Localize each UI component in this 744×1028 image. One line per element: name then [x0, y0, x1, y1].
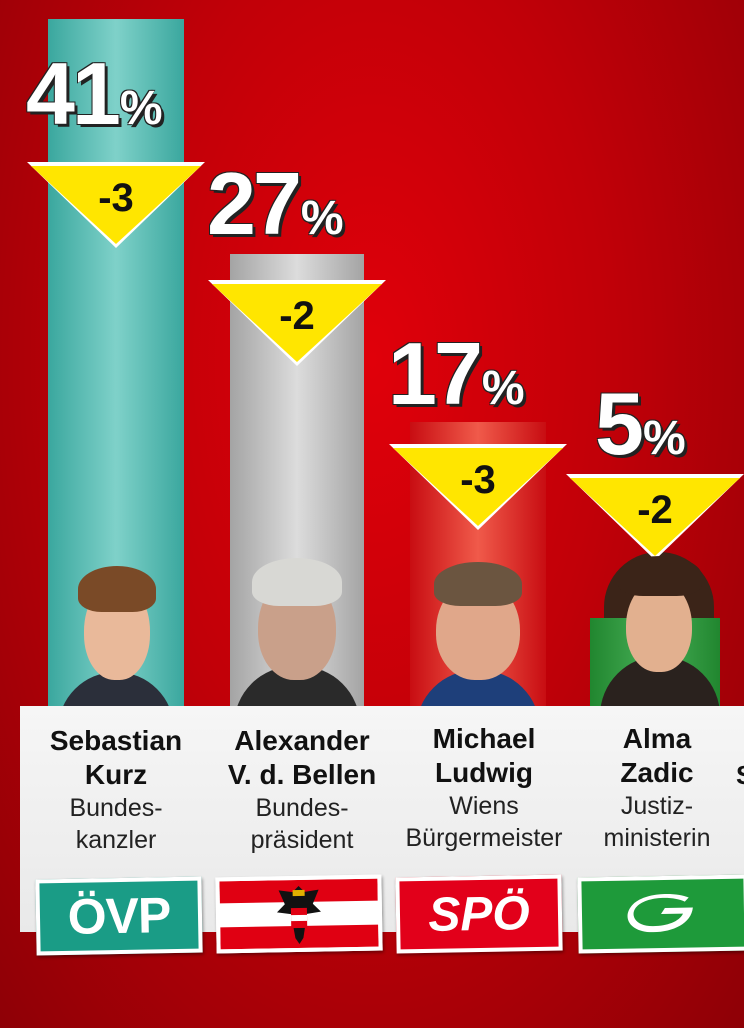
- candidate-name-line2: Kurz: [84, 759, 148, 790]
- logo-text: SPÖ: [427, 886, 531, 942]
- change-badge-kurz: -3: [27, 162, 205, 248]
- value-number: 5: [595, 374, 644, 473]
- candidate-role-line2: ministerin: [603, 824, 711, 852]
- value-unit: %: [642, 412, 686, 465]
- logo-oevp: ÖVP: [35, 876, 203, 956]
- candidate-name-line2: Ludwig: [435, 757, 533, 788]
- value-unit: %: [300, 192, 344, 245]
- candidate-role-line2: präsident: [250, 826, 354, 854]
- candidate-name: Sebastian: [49, 725, 183, 756]
- change-badge-ludwig: -3: [389, 444, 567, 530]
- cutoff-letter: S: [736, 760, 744, 791]
- card-zadic: Alma Zadic Justiz- ministerin: [574, 722, 740, 854]
- value-label-ludwig: 17%: [388, 330, 525, 418]
- portrait-kurz: [48, 552, 184, 708]
- change-text: -2: [279, 294, 315, 338]
- value-number: 41: [26, 44, 121, 143]
- candidate-name: Michael: [432, 723, 536, 754]
- card-ludwig: Michael Ludwig Wiens Bürgermeister: [396, 722, 572, 854]
- portrait-ludwig: [410, 552, 546, 708]
- greens-g-icon: [627, 894, 693, 933]
- change-badge-van-der-bellen: -2: [208, 280, 386, 366]
- candidate-role-line2: kanzler: [75, 826, 157, 854]
- portrait-zadic: [590, 546, 730, 708]
- logo-austria: [215, 874, 383, 954]
- card-van-der-bellen: Alexander V. d. Bellen Bundes- präsident: [214, 724, 390, 856]
- candidate-role-line2: Bürgermeister: [405, 824, 563, 852]
- value-unit: %: [119, 82, 163, 135]
- candidate-name-line2: V. d. Bellen: [227, 759, 377, 790]
- candidate-name: Alma: [622, 723, 692, 754]
- austria-flag-eagle-icon: [276, 886, 321, 944]
- candidate-role: Bundes-: [69, 794, 163, 822]
- logo-text: ÖVP: [67, 887, 171, 945]
- value-label-kurz: 41%: [26, 50, 163, 138]
- value-label-van-der-bellen: 27%: [207, 160, 344, 248]
- value-number: 27: [207, 154, 302, 253]
- change-text: -3: [98, 176, 134, 220]
- value-number: 17: [388, 324, 483, 423]
- card-kurz: Sebastian Kurz Bundes- kanzler: [28, 724, 204, 856]
- candidate-name: Alexander: [234, 725, 370, 756]
- candidate-role: Wiens: [449, 792, 519, 820]
- change-badge-zadic: -2: [566, 474, 744, 560]
- portrait-van-der-bellen: [230, 548, 364, 708]
- change-text: -2: [637, 488, 673, 532]
- candidate-role: Bundes-: [255, 794, 349, 822]
- candidate-name-line2: Zadic: [620, 757, 694, 788]
- value-label-zadic: 5%: [595, 380, 686, 468]
- candidate-role: Justiz-: [620, 792, 694, 820]
- logo-greens: [577, 874, 744, 954]
- logo-spoe: SPÖ: [395, 874, 563, 954]
- change-text: -3: [460, 458, 496, 502]
- value-unit: %: [481, 362, 525, 415]
